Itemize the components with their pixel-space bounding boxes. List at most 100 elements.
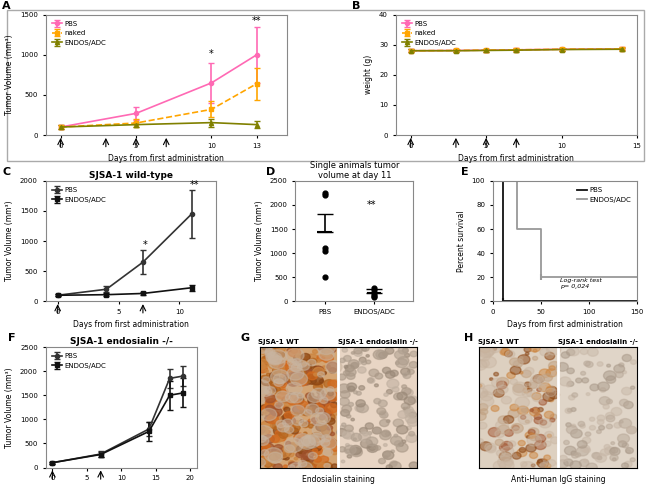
Circle shape (262, 456, 266, 459)
Circle shape (510, 366, 521, 375)
ENDOS/ADC (537, 274, 545, 280)
Circle shape (597, 430, 601, 433)
Circle shape (274, 355, 278, 358)
Circle shape (274, 405, 280, 410)
Circle shape (266, 401, 270, 403)
Circle shape (514, 360, 522, 367)
Circle shape (292, 393, 303, 401)
Circle shape (588, 348, 598, 356)
Bar (480, 347, 558, 468)
Circle shape (375, 446, 381, 450)
Circle shape (606, 364, 610, 367)
Point (369, 290, 379, 298)
Circle shape (339, 447, 346, 452)
Circle shape (318, 346, 324, 350)
Circle shape (289, 461, 294, 465)
Circle shape (306, 421, 309, 424)
Circle shape (300, 465, 306, 470)
Circle shape (276, 391, 290, 402)
Circle shape (540, 420, 547, 425)
Circle shape (296, 452, 303, 458)
Circle shape (261, 450, 268, 455)
Circle shape (277, 387, 281, 390)
Circle shape (316, 408, 324, 414)
Circle shape (272, 355, 276, 358)
Circle shape (322, 354, 333, 363)
Circle shape (304, 410, 312, 415)
Circle shape (547, 386, 555, 392)
Circle shape (265, 351, 274, 357)
Circle shape (265, 452, 271, 456)
Circle shape (630, 458, 635, 462)
Circle shape (266, 373, 270, 376)
Circle shape (288, 443, 298, 451)
Circle shape (282, 371, 293, 379)
Circle shape (525, 432, 534, 438)
Circle shape (262, 357, 271, 364)
Circle shape (328, 387, 334, 392)
Circle shape (396, 443, 408, 452)
Circle shape (268, 350, 287, 364)
Circle shape (403, 374, 407, 376)
Circle shape (354, 348, 362, 354)
Circle shape (262, 345, 268, 350)
Circle shape (528, 428, 539, 436)
Circle shape (385, 371, 395, 378)
Circle shape (559, 455, 567, 462)
Circle shape (546, 387, 558, 396)
Circle shape (390, 370, 398, 376)
Circle shape (293, 369, 306, 378)
Circle shape (300, 362, 312, 371)
Legend: PBS, naked, ENDOS/ADC: PBS, naked, ENDOS/ADC (49, 18, 109, 49)
Circle shape (536, 434, 546, 442)
Circle shape (302, 457, 315, 466)
Circle shape (284, 456, 289, 460)
Circle shape (273, 448, 285, 457)
Circle shape (618, 434, 629, 443)
Circle shape (291, 348, 298, 354)
Circle shape (284, 407, 290, 412)
Circle shape (265, 370, 268, 372)
Circle shape (402, 388, 411, 395)
Circle shape (621, 387, 632, 395)
Circle shape (308, 398, 319, 406)
Circle shape (294, 463, 298, 466)
Circle shape (296, 377, 307, 386)
Circle shape (287, 451, 294, 457)
Circle shape (343, 430, 354, 439)
Circle shape (579, 459, 589, 467)
Circle shape (606, 415, 615, 422)
Circle shape (276, 383, 281, 387)
Circle shape (540, 348, 550, 356)
Circle shape (311, 432, 322, 441)
Circle shape (323, 449, 333, 456)
Circle shape (566, 426, 577, 434)
Circle shape (582, 437, 591, 444)
Circle shape (504, 415, 514, 423)
Circle shape (363, 432, 368, 436)
Circle shape (368, 431, 372, 434)
Circle shape (294, 433, 311, 446)
Circle shape (521, 462, 535, 472)
Circle shape (577, 447, 589, 456)
Circle shape (409, 412, 414, 417)
Circle shape (372, 427, 382, 434)
Circle shape (380, 419, 389, 427)
Text: Anti-Human IgG staining: Anti-Human IgG staining (511, 475, 606, 484)
Circle shape (379, 411, 387, 417)
Circle shape (529, 382, 537, 388)
Circle shape (475, 412, 486, 420)
Circle shape (284, 438, 303, 452)
Circle shape (285, 393, 298, 403)
Text: SJSA-1 endosialin -/-: SJSA-1 endosialin -/- (338, 338, 418, 345)
Circle shape (342, 348, 348, 352)
Circle shape (272, 435, 281, 443)
Circle shape (265, 349, 275, 356)
Circle shape (289, 393, 293, 396)
Circle shape (501, 348, 510, 355)
Circle shape (544, 441, 551, 447)
Circle shape (367, 444, 378, 452)
Circle shape (515, 397, 530, 408)
Circle shape (341, 460, 344, 463)
Circle shape (630, 386, 635, 389)
